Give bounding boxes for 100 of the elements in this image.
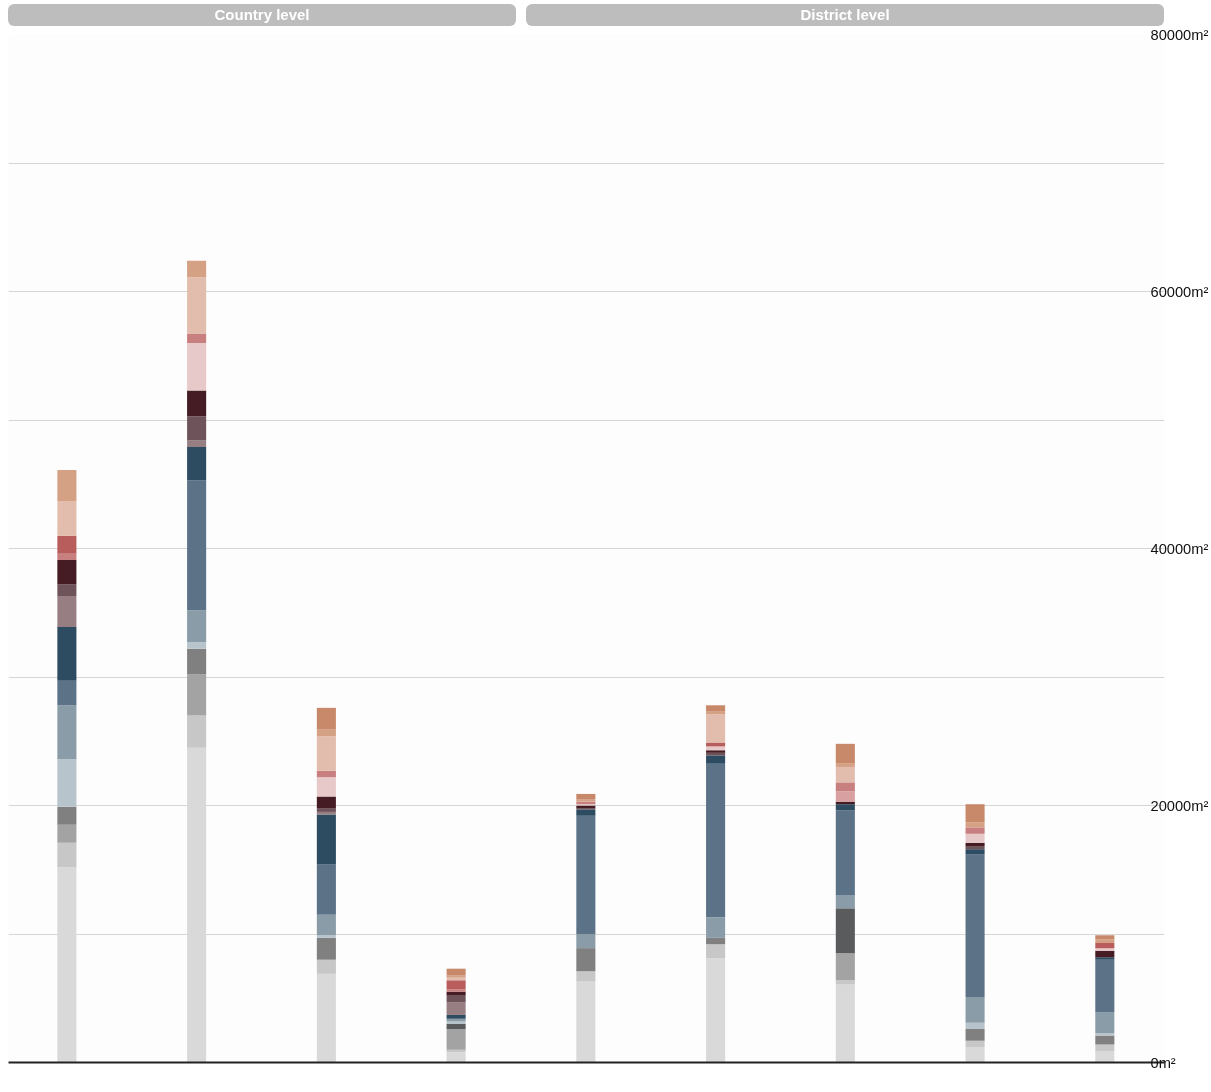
y-tick-label: 0m² (1150, 1054, 1176, 1071)
bar (446, 989, 466, 992)
bar (835, 763, 855, 767)
bar (316, 937, 336, 960)
bar (965, 1047, 985, 1063)
bar (1095, 1035, 1115, 1045)
bar (316, 736, 336, 771)
bar (57, 806, 77, 825)
bar (57, 500, 77, 536)
bar (187, 390, 207, 417)
text: Country level (214, 5, 310, 25)
bar (1095, 942, 1115, 949)
bar (835, 895, 855, 909)
bar (1095, 1044, 1115, 1051)
bar (316, 729, 336, 737)
y-tick-label: 60000m² (1150, 283, 1209, 300)
bar (965, 854, 985, 997)
bar (965, 849, 985, 855)
y-tick-label: 20000m² (1150, 797, 1209, 814)
bar (576, 793, 596, 800)
bar (706, 944, 726, 959)
text: District level (800, 5, 890, 25)
bar (965, 804, 985, 823)
bar (57, 584, 77, 597)
bar (965, 833, 985, 843)
bar (835, 766, 855, 783)
bar (57, 705, 77, 760)
bar (57, 535, 77, 554)
bar (57, 553, 77, 561)
bar (187, 333, 207, 343)
bar (57, 842, 77, 868)
bar (706, 705, 726, 712)
bar (187, 440, 207, 447)
bar (576, 981, 596, 1063)
bar (965, 822, 985, 828)
bar (835, 743, 855, 764)
bar (57, 824, 77, 843)
bar (965, 1029, 985, 1041)
bar (576, 948, 596, 972)
bar (187, 648, 207, 675)
bar (316, 707, 336, 730)
bar (316, 864, 336, 915)
bar (187, 446, 207, 481)
bar (316, 959, 336, 974)
bar (57, 759, 77, 807)
bar (835, 804, 855, 811)
bar (57, 626, 77, 681)
y-tick-label: 80000m² (1150, 26, 1209, 43)
bar (187, 674, 207, 716)
bar (187, 260, 207, 278)
bar (316, 796, 336, 809)
bar (706, 937, 726, 945)
bar (1095, 939, 1115, 943)
bar (316, 935, 336, 938)
bar (446, 995, 466, 1003)
bar (187, 642, 207, 649)
bar (706, 746, 726, 751)
bar (965, 1022, 985, 1030)
bar (446, 1014, 466, 1019)
bar (446, 1023, 466, 1030)
bar (1095, 950, 1115, 958)
bar (57, 470, 77, 501)
bar (835, 984, 855, 1063)
bar (1095, 1012, 1115, 1033)
bar (706, 763, 726, 918)
bar (316, 814, 336, 865)
bar (1095, 948, 1115, 951)
bar (1095, 957, 1115, 960)
bar (446, 1029, 466, 1050)
bar (187, 416, 207, 441)
bar (1095, 935, 1115, 940)
bar (835, 953, 855, 981)
bar (316, 770, 336, 778)
bar (965, 996, 985, 1023)
bar (835, 782, 855, 792)
bar (316, 914, 336, 936)
bar (706, 958, 726, 1063)
bar (446, 991, 466, 996)
bar (187, 610, 207, 643)
bar (835, 810, 855, 896)
bar (187, 277, 207, 334)
bar (446, 980, 466, 990)
bar (706, 714, 726, 743)
bar (965, 842, 985, 847)
bar (446, 1002, 466, 1015)
bar (187, 480, 207, 611)
bar (706, 755, 726, 764)
y-tick-label: 40000m² (1150, 540, 1209, 557)
bar (316, 973, 336, 1063)
bar (835, 980, 855, 985)
bar (446, 1052, 466, 1063)
bar (57, 680, 77, 706)
bar (1095, 959, 1115, 1013)
bar (57, 560, 77, 585)
bar (576, 971, 596, 982)
bar (187, 715, 207, 748)
bar (835, 791, 855, 802)
bar (965, 827, 985, 834)
bar (1095, 1032, 1115, 1036)
bar (576, 815, 596, 934)
